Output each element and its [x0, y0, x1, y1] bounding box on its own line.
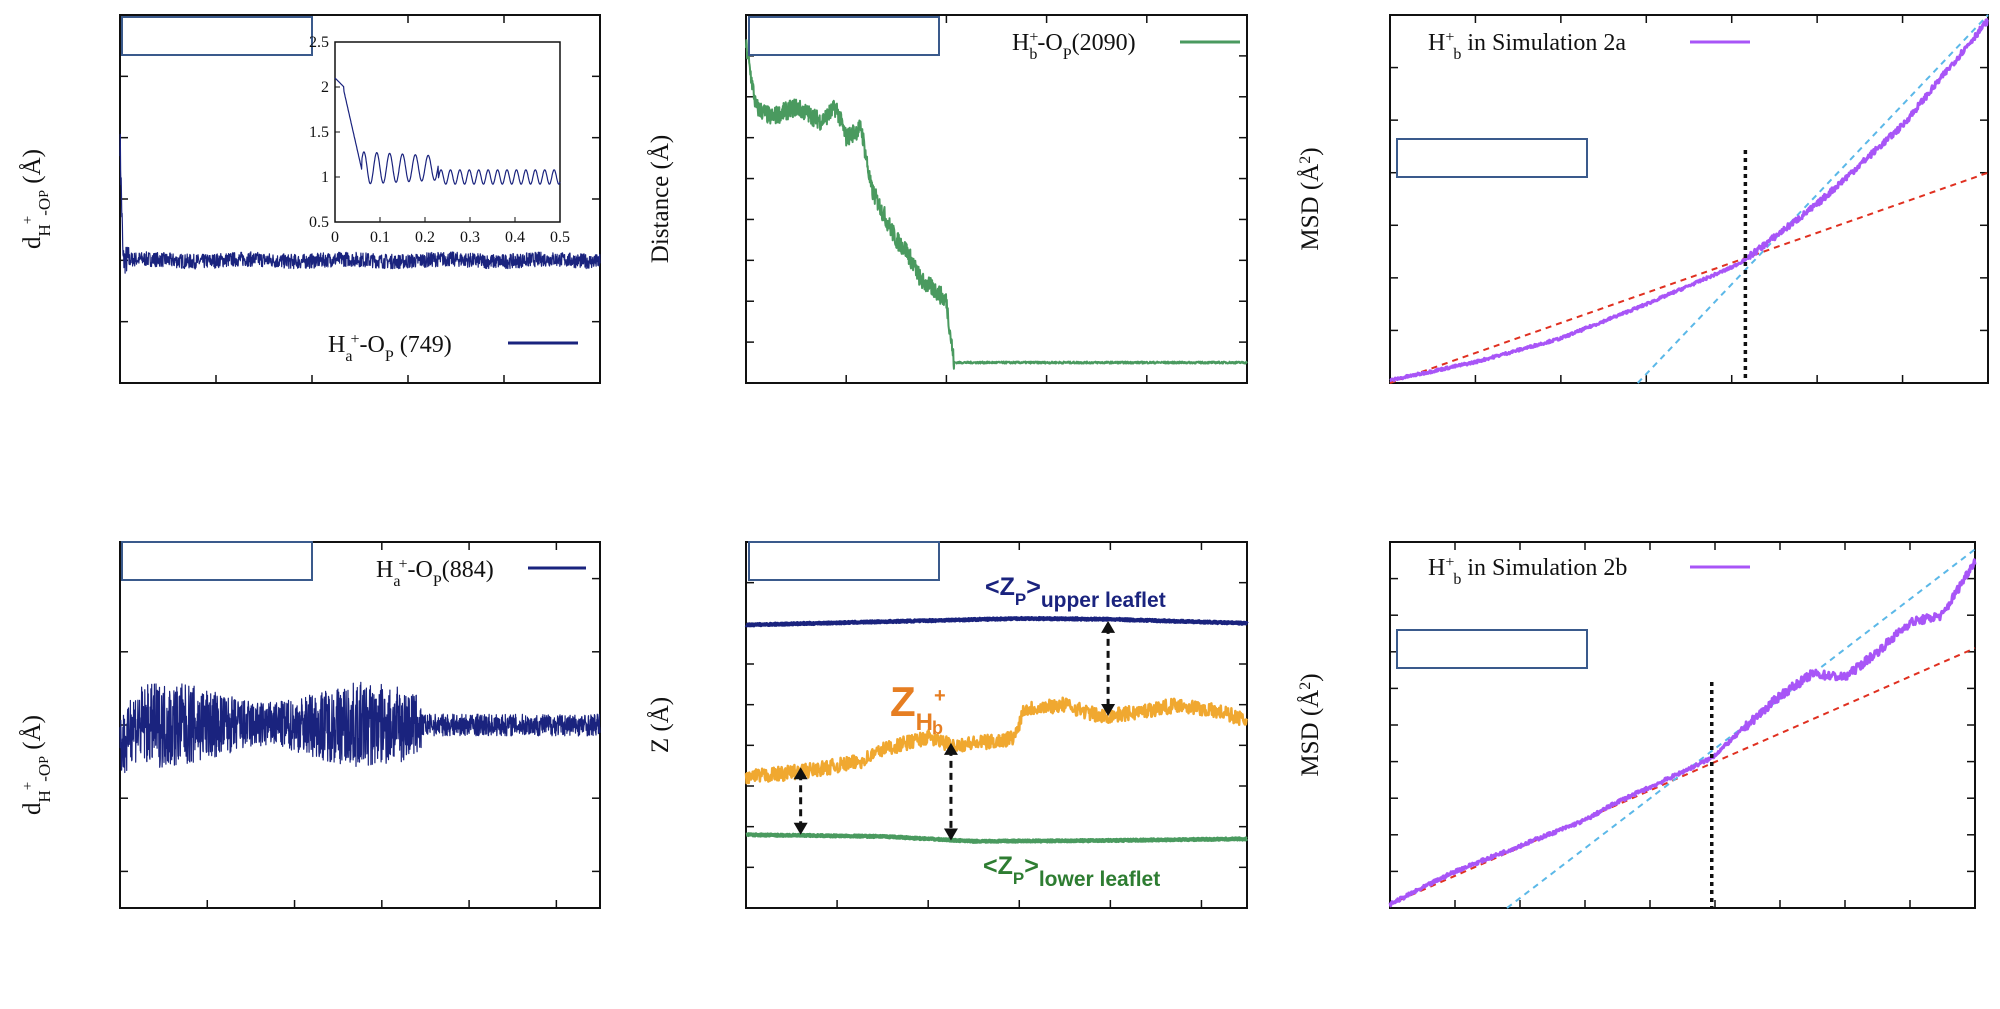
- inset-data-line: [334, 77, 561, 185]
- y-axis-label: Z (Å): [647, 697, 674, 753]
- simulation-label-box: [748, 16, 940, 56]
- legend-label: H+ b-OP(2090): [1012, 29, 1136, 63]
- inset-x-tick-label: 0.2: [415, 229, 435, 246]
- distance-arrow-middle-head-bottom: [943, 828, 958, 841]
- panel-f: MSD (Å2) H+b in Simulation 2b: [1297, 541, 1977, 909]
- plot-frame: [745, 14, 1248, 384]
- inset-frame: [334, 41, 561, 223]
- data-series-line: [744, 616, 1249, 628]
- inset-y-tick-label: 1: [321, 169, 329, 186]
- simulation-label-box: [1396, 629, 1588, 669]
- data-series-line: [745, 39, 1248, 370]
- fit-line: [1389, 647, 1976, 906]
- data-series-line: [1388, 558, 1977, 908]
- inset-x-tick-label: 0: [331, 229, 339, 246]
- inset-x-tick-label: 0.5: [550, 229, 570, 246]
- panel-b: Distance (Å) H+ b-OP(2090): [647, 14, 1248, 384]
- data-series-line: [744, 696, 1249, 785]
- data-series-line: [1389, 17, 1989, 382]
- panel-e: Z (Å) <ZP>upper leaflet <ZP>lower leaflet Z…: [647, 541, 1249, 909]
- y-axis-label: Distance (Å): [647, 135, 674, 263]
- fit-line: [1636, 14, 1989, 384]
- distance-arrow-lower-head-bottom: [793, 822, 808, 835]
- inset-x-tick-label: 0.3: [460, 229, 480, 246]
- data-series-line: [119, 133, 601, 274]
- panel-a: dH+-OP (Å) Ha+-OP (749) 0 0.1 0.2 0.3 0.4 0.5 0.…: [19, 14, 601, 384]
- distance-arrow-upper-head-bottom: [1101, 704, 1116, 717]
- simulation-label-box: [121, 16, 313, 56]
- lower-leaflet-label: <ZP>lower leaflet: [983, 852, 1160, 891]
- distance-arrow-middle-head-top: [943, 742, 958, 755]
- inset-y-tick-label: 2.5: [309, 34, 329, 51]
- distance-arrow-upper-head-top: [1101, 620, 1116, 633]
- plot-frame: [1389, 14, 1989, 384]
- panel-c: MSD (Å2) H+b in Simulation 2a: [1297, 14, 1989, 384]
- panel-d: dH+-OP (Å) Ha+-OP(884): [19, 541, 601, 909]
- y-axis-label: dH+-OP (Å): [19, 149, 54, 249]
- inset-y-tick-label: 1.5: [309, 124, 329, 141]
- data-series-line: [119, 681, 601, 774]
- legend-label: H+b in Simulation 2a: [1428, 29, 1626, 63]
- simulation-label-box: [121, 541, 313, 581]
- zh-label: ZHb+: [890, 678, 946, 738]
- simulation-label-box: [1396, 138, 1588, 178]
- plot-frame: [745, 541, 1248, 909]
- legend-label: Ha+-OP(884): [376, 556, 494, 590]
- inset-y-tick-label: 0.5: [309, 214, 329, 231]
- upper-leaflet-label: <ZP>upper leaflet: [985, 573, 1166, 612]
- y-axis-label: MSD (Å2): [1297, 673, 1325, 776]
- inset-x-tick-label: 0.4: [505, 229, 525, 246]
- y-axis-label: dH+-OP (Å): [19, 715, 54, 815]
- distance-arrow-lower-head-top: [793, 767, 808, 780]
- inset-y-tick-label: 2: [321, 79, 329, 96]
- fit-line: [1389, 171, 1989, 384]
- data-series-line: [744, 832, 1249, 844]
- y-axis-label: MSD (Å2): [1297, 147, 1325, 250]
- simulation-label-box: [748, 541, 940, 581]
- legend-label: Ha+-OP (749): [328, 331, 452, 365]
- plot-frame: [1389, 541, 1976, 909]
- legend-label: H+b in Simulation 2b: [1428, 554, 1627, 588]
- inset-x-tick-label: 0.1: [370, 229, 390, 246]
